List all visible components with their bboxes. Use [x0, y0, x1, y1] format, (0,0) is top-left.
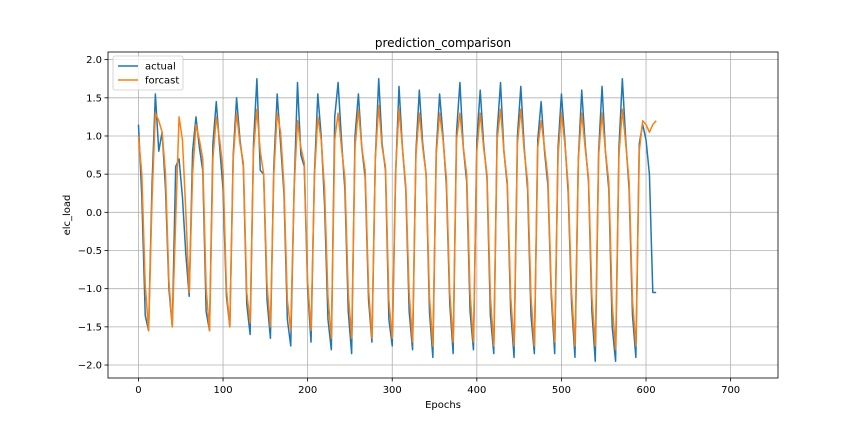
legend: actual forcast: [112, 55, 184, 91]
x-tick-label: 100: [214, 385, 233, 396]
legend-label-forcast: forcast: [145, 76, 179, 87]
y-tick-label: 1.5: [86, 93, 102, 104]
legend-label-actual: actual: [145, 62, 176, 73]
y-tick-label: 0.0: [86, 208, 102, 219]
x-tick-label: 500: [552, 385, 571, 396]
x-tick-label: 0: [135, 385, 141, 396]
y-tick-label: 1.0: [86, 131, 102, 142]
y-tick-label: −0.5: [78, 246, 102, 257]
y-tick-label: 0.5: [86, 170, 102, 181]
grid-layer: [108, 52, 778, 378]
chart-title: prediction_comparison: [375, 36, 511, 50]
series-line-forcast: [137, 104, 657, 351]
y-tick-label: −1.0: [78, 284, 102, 295]
x-tick-label: 600: [636, 385, 655, 396]
x-tick-label: 400: [467, 385, 486, 396]
series-layer: [137, 77, 657, 362]
x-tick-label: 700: [721, 385, 740, 396]
y-axis-label: elc_load: [62, 195, 73, 236]
y-tick-label: −1.5: [78, 322, 102, 333]
x-tick-label: 300: [383, 385, 402, 396]
axes-frame: [107, 51, 779, 379]
y-tick-label: −2.0: [78, 361, 102, 372]
ticks-layer: 0 100 200 300 400 500 600 700 −2.0 −1.5 −1.0 −0.5 0.…: [78, 55, 740, 396]
x-tick-label: 200: [298, 385, 317, 396]
x-axis-label: Epochs: [425, 400, 461, 411]
legend-box: [112, 55, 184, 91]
y-tick-label: 2.0: [86, 55, 102, 66]
